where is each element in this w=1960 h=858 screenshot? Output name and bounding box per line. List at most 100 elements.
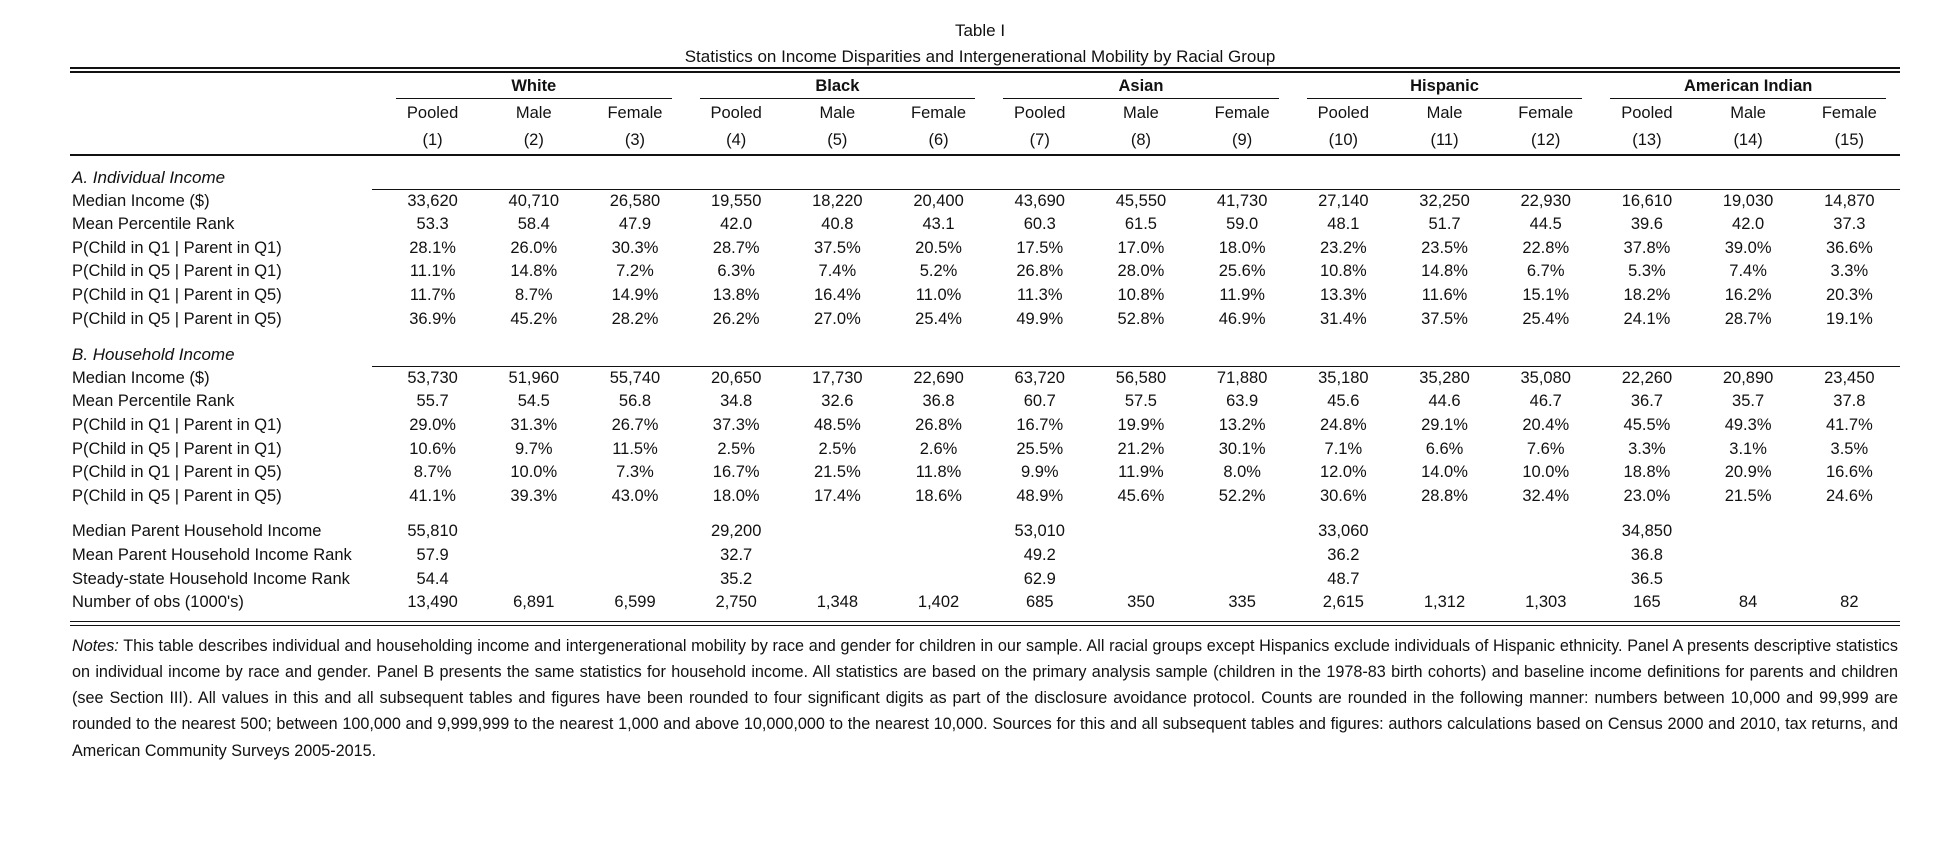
table-cell [888,568,989,592]
table-cell: 60.3 [1023,215,1056,234]
table-cell: 9.9% [1020,463,1059,482]
table-cell: 56,580 [1115,368,1167,387]
table-cell [1394,568,1495,592]
row-label: P(Child in Q5 | Parent in Q5) [72,309,282,328]
table-cell: 36.8 [922,392,955,411]
table-cell: 22.8% [1522,238,1570,257]
row-label: Median Parent Household Income [72,522,322,541]
table-cell [787,520,888,544]
table-cell: 20,400 [913,191,964,210]
table-cell: 60.7 [1023,392,1056,411]
table-cell: 24.6% [1825,486,1873,505]
table-cell: 6.3% [717,262,755,281]
table-cell: 34.8 [720,392,753,411]
table-cell: 12.0% [1319,463,1367,482]
table-cell: 17.0% [1117,238,1165,257]
column-number: (9) [1232,131,1253,149]
table-cell: 36.9% [409,309,456,328]
table-cell: 11.3% [1016,285,1063,304]
table-cell [1799,568,1900,592]
table-cell: 41,730 [1216,191,1268,210]
row-label: Mean Percentile Rank [72,392,235,411]
column-number: (1) [422,131,443,149]
table-cell: 48.9% [1016,486,1064,505]
table-cell: 82 [1840,593,1859,612]
statistics-table: White Black Asian Hispanic American Indian Po… [70,73,1900,615]
table-cell: 40.8 [821,215,854,234]
table-cell: 29.0% [409,415,456,434]
table-cell: 32.4% [1522,486,1570,505]
table-cell [483,544,584,568]
column-number: (2) [523,131,544,149]
table-cell: 31.3% [510,415,558,434]
group-underline [1306,98,1583,100]
table-cell: 28.8% [1421,486,1468,505]
table-row: Mean Percentile Rank 53.3 58.4 47.9 42.0 40.8… [70,213,1900,237]
table-cell: 36.8 [1630,545,1663,564]
table-cell: 11.9% [1118,463,1164,482]
table-cell: 6.6% [1425,439,1464,458]
group-header: Asian [1118,77,1164,95]
subgroup-header: Female [1518,104,1574,122]
table-cell: 26.8% [915,415,962,434]
row-label: Median Income ($) [72,368,210,387]
table-cell [1495,568,1596,592]
table-cell: 14.8% [1421,262,1468,281]
table-cell: 23,450 [1824,368,1875,387]
row-label: Mean Percentile Rank [72,215,235,234]
table-cell: 10.0% [1522,463,1570,482]
spacer [70,508,1900,520]
table-cell: 28.1% [409,238,456,257]
column-number: (15) [1834,131,1865,149]
table-cell: 5.3% [1628,262,1666,281]
table-cell: 22,260 [1621,368,1673,387]
table-cell: 25.4% [1522,309,1570,328]
table-cell: 165 [1633,593,1661,612]
table-cell: 685 [1025,593,1054,612]
row-label: P(Child in Q1 | Parent in Q1) [72,238,282,257]
table-cell: 41.7% [1825,415,1873,434]
table-cell: 1,348 [816,593,858,612]
table-cell: 16.2% [1724,285,1772,304]
table-cell: 23.2% [1319,238,1367,257]
column-number: (13) [1632,131,1662,149]
notes-label: Notes: [72,636,119,655]
table-cell: 42.0 [1732,215,1765,234]
table-subtitle: Statistics on Income Disparities and Int… [684,47,1276,66]
spacer [70,154,1900,166]
table-cell: 48.5% [813,415,861,434]
subgroup-header: Male [819,104,856,122]
column-number: (14) [1733,131,1763,149]
table-cell: 84 [1738,593,1758,612]
table-cell: 5.2% [919,262,958,281]
table-cell: 37.3% [712,415,760,434]
table-cell: 40,710 [508,191,560,210]
table-cell: 61.5 [1124,215,1157,234]
table-cell: 25.6% [1218,262,1266,281]
table-cell: 21.5% [813,463,861,482]
table-cell: 11.7% [409,285,456,304]
table-cell: 13,490 [407,593,458,612]
table-cell: 45,550 [1115,191,1167,210]
panel-rule [372,188,1900,190]
table-cell [1192,544,1293,568]
column-number: (12) [1531,131,1561,149]
table-cell: 20,890 [1722,368,1774,387]
table-cell: 22,930 [1520,191,1571,210]
column-number: (11) [1430,131,1459,149]
bottom-rule [70,620,1900,623]
table-cell: 62.9 [1023,569,1056,588]
header-rule [70,154,1900,156]
table-cell [1698,520,1799,544]
table-cell: 63,720 [1014,368,1065,387]
bottom-rule [70,624,1900,627]
table-cell: 25.5% [1016,439,1064,458]
table-cell: 57.9 [416,545,449,564]
table-row: Median Income ($) 33,620 40,710 26,580 19,55… [70,190,1900,214]
table-cell: 10.8% [1319,262,1367,281]
table-cell: 9.7% [514,439,553,458]
table-cell [888,544,989,568]
table-row: P(Child in Q5 | Parent in Q1) 10.6% 9.7% 11… [70,438,1900,462]
row-label: Mean Parent Household Income Rank [72,545,352,564]
table-cell: 44.6 [1428,392,1461,411]
